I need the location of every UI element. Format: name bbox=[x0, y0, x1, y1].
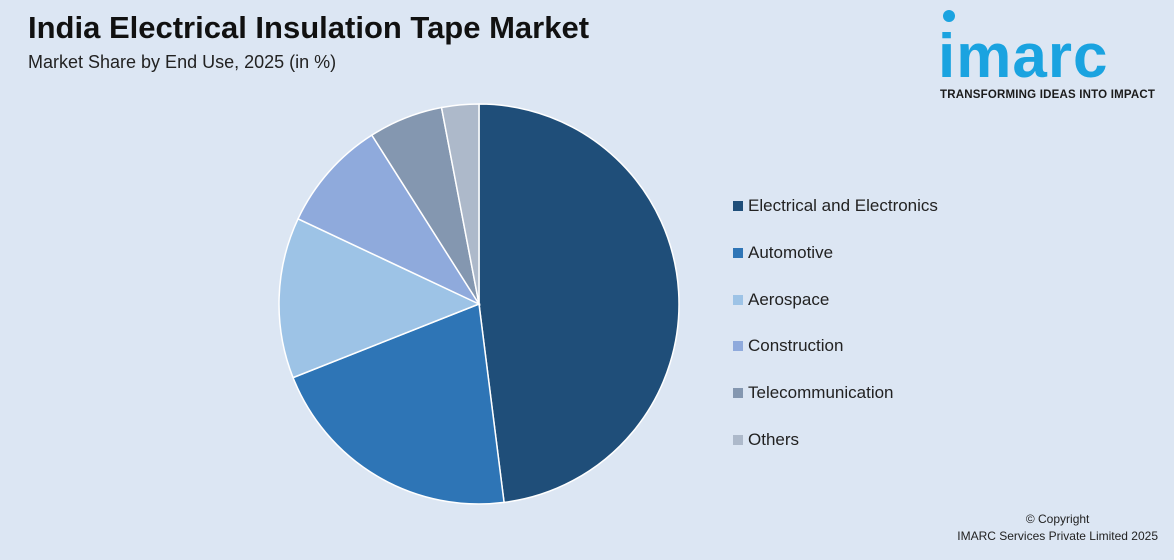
pie-slice-aerospace bbox=[278, 217, 481, 379]
legend-item: Electrical and Electronics bbox=[733, 183, 938, 230]
pie-slice-others bbox=[440, 103, 480, 305]
legend-label: Telecommunication bbox=[748, 383, 894, 403]
legend-label: Construction bbox=[748, 336, 844, 356]
copyright-line-1: © Copyright bbox=[1025, 512, 1090, 526]
pie-slice-electrical-and-electronics bbox=[478, 103, 680, 504]
legend-label: Automotive bbox=[748, 243, 834, 263]
logo-dot-icon bbox=[943, 10, 955, 22]
legend-swatch bbox=[733, 248, 743, 259]
chart-legend: Electrical and Electronics Automotive Aero… bbox=[733, 183, 938, 463]
legend-item: Telecommunication bbox=[733, 370, 938, 417]
legend-swatch bbox=[733, 388, 743, 399]
chart-title: India Electrical Insulation Tape Market bbox=[28, 10, 590, 45]
legend-item: Others bbox=[733, 416, 938, 463]
copyright-line-2: IMARC Services Private Limited 2025 bbox=[957, 529, 1158, 543]
pie-slice-automotive bbox=[292, 302, 505, 505]
legend-item: Aerospace bbox=[733, 276, 938, 323]
legend-item: Construction bbox=[733, 323, 938, 370]
imarc-logo: imarc TRANSFORMING IDEAS INTO IMPACT bbox=[938, 8, 1168, 108]
legend-swatch bbox=[733, 201, 743, 212]
pie-chart bbox=[278, 103, 680, 505]
logo-wordmark: imarc bbox=[938, 22, 1109, 91]
legend-swatch bbox=[733, 434, 743, 445]
legend-label: Others bbox=[748, 429, 800, 449]
copyright-notice: © Copyright IMARC Services Private Limit… bbox=[957, 511, 1158, 545]
legend-swatch bbox=[733, 341, 743, 352]
legend-label: Aerospace bbox=[748, 289, 830, 309]
legend-swatch bbox=[733, 294, 743, 305]
legend-label: Electrical and Electronics bbox=[748, 196, 938, 216]
chart-subtitle: Market Share by End Use, 2025 (in %) bbox=[28, 52, 337, 72]
legend-item: Automotive bbox=[733, 230, 938, 277]
logo-tagline: TRANSFORMING IDEAS INTO IMPACT bbox=[940, 89, 1156, 101]
pie-slice-construction bbox=[297, 134, 482, 306]
